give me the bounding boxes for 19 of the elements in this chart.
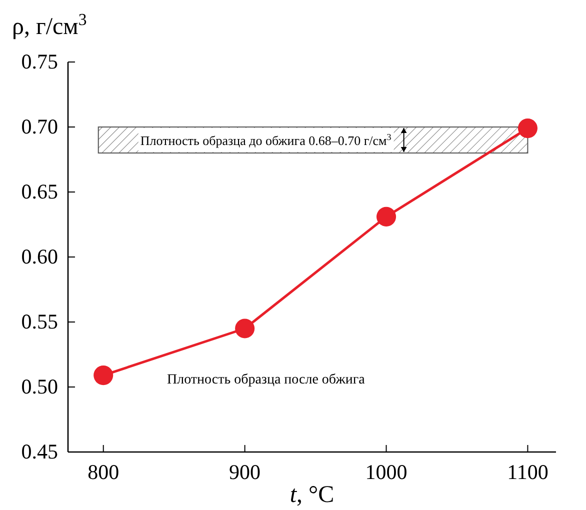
x-tick-label: 900 [229,460,261,484]
band-label: Плотность образца до обжига 0.68–0.70 г/см$^{3}$ [140,132,392,148]
x-tick-label: 1100 [507,460,548,484]
point [518,118,538,138]
y-tick-label: 0.45 [21,440,58,464]
point [376,206,396,226]
y-tick-label: 0.55 [21,310,58,334]
point [94,366,114,386]
x-tick-label: 800 [88,460,120,484]
series-label: Плотность образца после обжига [167,372,366,388]
x-axis-title: t, °C [290,482,334,508]
x-tick-label: 1000 [365,460,408,484]
y-tick-label: 0.50 [21,374,58,399]
y-axis-title: ρ, г/см$^{3}$ [12,10,87,40]
y-tick-label: 0.75 [21,50,58,74]
y-tick-label: 0.60 [21,244,58,269]
y-tick-label: 0.65 [21,180,58,204]
y-tick-label: 0.70 [21,114,58,139]
point [235,318,255,338]
